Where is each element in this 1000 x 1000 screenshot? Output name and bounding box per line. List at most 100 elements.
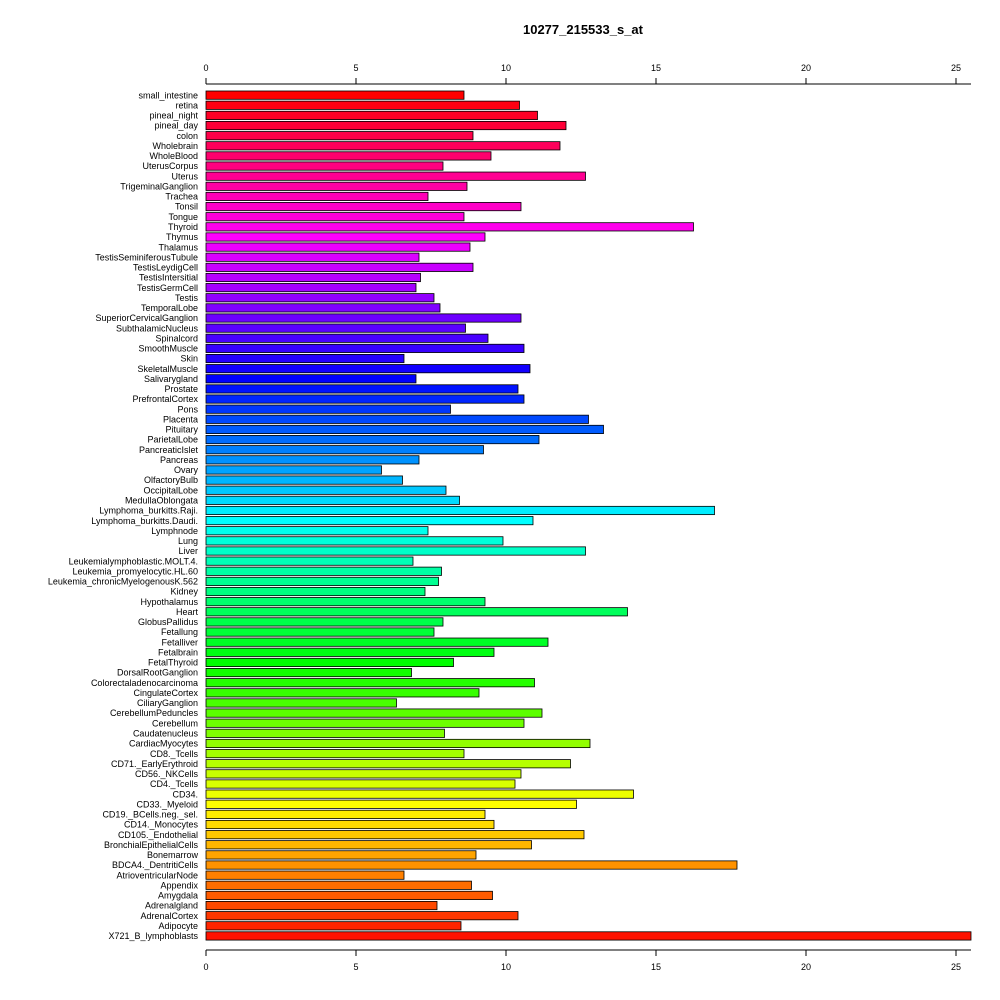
category-label: PrefrontalCortex [132, 394, 198, 404]
bar [205, 161, 444, 171]
bar [205, 749, 465, 759]
bar [205, 232, 486, 242]
bar [205, 151, 492, 161]
bar [205, 374, 417, 384]
category-label: CiliaryGanglion [137, 698, 198, 708]
category-label: TestisGermCell [137, 283, 198, 293]
bar [205, 556, 414, 566]
bar [205, 718, 525, 728]
category-label: Ovary [174, 465, 199, 475]
category-label: FetalThyroid [148, 658, 198, 668]
category-label: Fetalbrain [158, 647, 198, 657]
bar [205, 262, 474, 272]
category-label: Heart [176, 607, 199, 617]
x-tick-label-top: 5 [353, 63, 358, 73]
category-label: GlobusPallidus [138, 617, 199, 627]
bar [205, 617, 444, 627]
bar [205, 141, 561, 151]
category-label: Adrenalgland [145, 901, 198, 911]
bar [205, 394, 525, 404]
category-label: CD8._Tcells [150, 749, 199, 759]
category-label: retina [175, 100, 198, 110]
bar [205, 303, 441, 313]
bar [205, 738, 591, 749]
category-label: OccipitalLobe [143, 485, 198, 495]
category-label: Cerebellum [152, 718, 198, 728]
bar [205, 657, 454, 667]
bar [205, 272, 421, 283]
bar [205, 759, 571, 769]
bar [205, 627, 435, 637]
category-label: TestisLeydigCell [133, 263, 198, 273]
bar [205, 384, 519, 394]
bar [205, 333, 489, 343]
category-label: Liver [178, 546, 198, 556]
bar [205, 526, 429, 536]
category-label: Caudatenucleus [133, 728, 199, 738]
category-label: Placenta [163, 414, 198, 424]
bar [205, 100, 520, 110]
bar [205, 323, 466, 333]
category-label: SmoothMuscle [138, 344, 198, 354]
category-label: Kidney [170, 587, 198, 597]
category-label: TemporalLobe [141, 303, 198, 313]
category-label: CD4._Tcells [150, 779, 199, 789]
category-label: Thalamus [158, 242, 198, 252]
category-label: CerebellumPeduncles [110, 708, 199, 718]
bar [205, 860, 738, 870]
category-label: SubthalamicNucleus [116, 323, 199, 333]
category-label: Skin [180, 354, 198, 364]
bar [205, 576, 439, 586]
category-label: Testis [175, 293, 199, 303]
category-label: CD19._BCells.neg._sel. [102, 810, 198, 820]
category-label: Lymphnode [151, 526, 198, 536]
category-label: OlfactoryBulb [144, 475, 198, 485]
category-label: Pancreas [160, 455, 199, 465]
bar [205, 516, 534, 526]
category-label: TestisSeminiferousTubule [95, 252, 198, 262]
category-label: CD34. [172, 789, 198, 799]
bar [205, 728, 445, 738]
category-label: Amygdala [158, 891, 198, 901]
bar [205, 566, 442, 576]
bar [205, 414, 589, 424]
category-label: Salivarygland [144, 374, 198, 384]
bar [205, 607, 628, 617]
bar [205, 353, 405, 364]
bar [205, 536, 504, 546]
bar [205, 911, 519, 921]
category-label: Tonsil [175, 202, 198, 212]
category-label: CardiacMyocytes [129, 739, 199, 749]
bar [205, 475, 403, 485]
bar [205, 840, 532, 850]
category-label: Thymus [166, 232, 199, 242]
category-label: BDCA4._DentritiCells [112, 860, 199, 870]
bar [205, 181, 468, 191]
category-label: Uterus [171, 171, 198, 181]
x-tick-label-top: 15 [651, 63, 661, 73]
bar [205, 90, 465, 100]
category-label: Wholebrain [152, 141, 198, 151]
category-label: CD33._Myeloid [136, 799, 198, 809]
category-label: Fetalliver [161, 637, 198, 647]
bar [205, 313, 522, 323]
bar [205, 131, 474, 141]
bar [205, 850, 477, 860]
bar [205, 921, 462, 931]
bar [205, 110, 538, 120]
bar [205, 191, 429, 202]
category-label: small_intestine [138, 90, 198, 100]
category-label: TestisIntersitial [139, 273, 198, 283]
category-label: Pituitary [165, 425, 198, 435]
category-label: CD71._EarlyErythroid [111, 759, 198, 769]
category-label: pineal_day [154, 121, 198, 131]
bar [205, 901, 438, 911]
bar [205, 424, 604, 434]
x-tick-label-bottom: 5 [353, 962, 358, 972]
bar [205, 283, 417, 293]
bar [205, 830, 585, 840]
x-tick-label-bottom: 25 [951, 962, 961, 972]
bar [205, 202, 522, 212]
category-label: BronchialEpithelialCells [104, 840, 199, 850]
